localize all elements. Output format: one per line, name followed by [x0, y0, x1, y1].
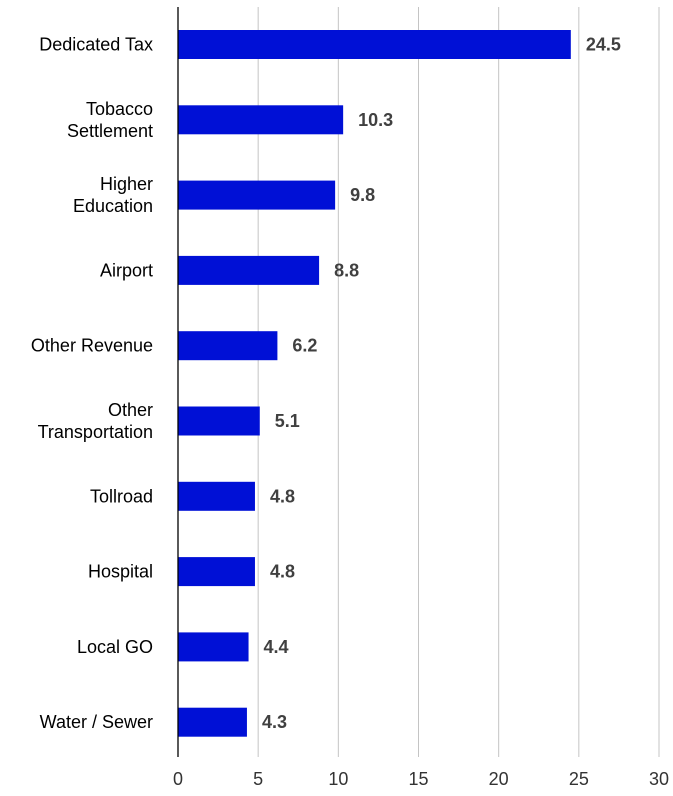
data-label: 8.8 — [334, 260, 359, 280]
data-label: 24.5 — [586, 35, 621, 55]
bar — [178, 632, 249, 662]
bar — [178, 406, 260, 436]
x-tick-label: 0 — [173, 769, 183, 789]
category-label: Dedicated Tax — [39, 35, 153, 55]
bar — [178, 557, 255, 587]
category-label: Hospital — [88, 562, 153, 582]
bar — [178, 30, 571, 59]
x-tick-label: 15 — [408, 769, 428, 789]
category-label: Tollroad — [90, 486, 153, 506]
data-label: 4.4 — [264, 637, 289, 657]
bar — [178, 255, 320, 285]
data-label: 4.3 — [262, 712, 287, 732]
data-label: 4.8 — [270, 486, 295, 506]
bar — [178, 707, 247, 737]
bar — [178, 105, 344, 135]
category-label: Airport — [100, 260, 153, 280]
category-label: Tobacco — [86, 99, 153, 119]
category-label: Higher — [100, 174, 153, 194]
x-tick-label: 20 — [489, 769, 509, 789]
category-label: Local GO — [77, 637, 153, 657]
bar — [178, 180, 336, 210]
data-label: 9.8 — [350, 185, 375, 205]
category-label: Other — [108, 400, 153, 420]
x-tick-label: 5 — [253, 769, 263, 789]
category-label: Settlement — [67, 121, 153, 141]
category-label: Education — [73, 196, 153, 216]
data-label: 10.3 — [358, 110, 393, 130]
category-label: Transportation — [38, 422, 153, 442]
data-label: 4.8 — [270, 562, 295, 582]
bar — [178, 331, 278, 361]
x-tick-label: 25 — [569, 769, 589, 789]
x-tick-label: 30 — [649, 769, 669, 789]
data-label: 6.2 — [292, 336, 317, 356]
category-label: Water / Sewer — [40, 712, 153, 732]
bar — [178, 481, 255, 511]
data-label: 5.1 — [275, 411, 300, 431]
x-tick-label: 10 — [328, 769, 348, 789]
category-label: Other Revenue — [31, 336, 153, 356]
